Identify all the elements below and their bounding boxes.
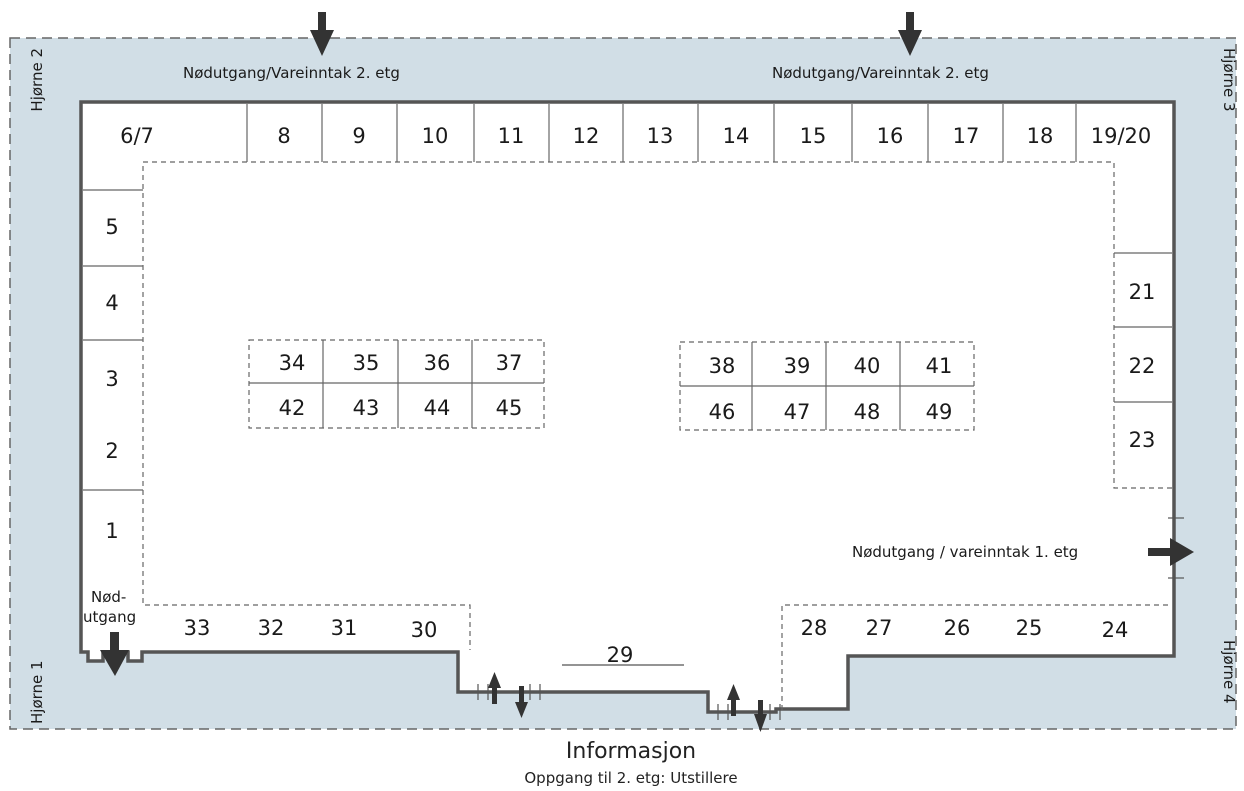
booth-9: 9 bbox=[352, 124, 365, 148]
booth-4: 4 bbox=[105, 291, 118, 315]
booth-1: 1 bbox=[105, 519, 118, 543]
booth-36: 36 bbox=[424, 351, 451, 375]
booth-10: 10 bbox=[422, 124, 449, 148]
bottom-doors bbox=[477, 684, 781, 720]
booth-28: 28 bbox=[801, 616, 828, 640]
booth-27: 27 bbox=[866, 616, 893, 640]
arrow-down-icon bbox=[898, 12, 922, 56]
booth-47: 47 bbox=[784, 400, 811, 424]
booth-35: 35 bbox=[353, 351, 380, 375]
hall-outline bbox=[79, 100, 1176, 714]
booth-6-7: 6/7 bbox=[120, 124, 154, 148]
top-booth-dividers bbox=[246, 104, 1077, 162]
booth-38: 38 bbox=[709, 354, 736, 378]
booth-34: 34 bbox=[279, 351, 306, 375]
booth-24: 24 bbox=[1102, 618, 1129, 642]
left-booth-dividers bbox=[83, 189, 143, 491]
arrows bbox=[100, 12, 1194, 732]
booth-26: 26 bbox=[944, 616, 971, 640]
booth-37: 37 bbox=[496, 351, 523, 375]
booth-31: 31 bbox=[331, 616, 358, 640]
booth-33: 33 bbox=[184, 616, 211, 640]
booth-40: 40 bbox=[854, 354, 881, 378]
arrow-down-icon bbox=[310, 12, 334, 56]
exit-label-bottom-left-1: Nød- bbox=[91, 588, 126, 606]
site-boundary bbox=[9, 37, 1237, 730]
corner-label-2: Hjørne 2 bbox=[28, 48, 46, 112]
booth-39: 39 bbox=[784, 354, 811, 378]
booth-19-20: 19/20 bbox=[1091, 124, 1152, 148]
booth-13: 13 bbox=[647, 124, 674, 148]
booth-45: 45 bbox=[496, 396, 523, 420]
booth-30: 30 bbox=[411, 618, 438, 642]
stairs-label: Oppgang til 2. etg: Utstillere bbox=[524, 769, 737, 787]
booth-32: 32 bbox=[258, 616, 285, 640]
arrow-up-icon bbox=[488, 672, 501, 704]
booth-21: 21 bbox=[1129, 280, 1156, 304]
exit-label-top-right: Nødutgang/Vareinntak 2. etg bbox=[772, 64, 989, 82]
booth-12: 12 bbox=[573, 124, 600, 148]
exit-label-top-left: Nødutgang/Vareinntak 2. etg bbox=[183, 64, 400, 82]
booth-14: 14 bbox=[723, 124, 750, 148]
island-right bbox=[679, 341, 975, 431]
arrow-down-icon bbox=[754, 700, 767, 732]
booth-5: 5 bbox=[105, 215, 118, 239]
booth-41: 41 bbox=[926, 354, 953, 378]
exit-label-right: Nødutgang / vareinntak 1. etg bbox=[852, 543, 1078, 561]
information-label: Informasjon bbox=[566, 739, 696, 764]
right-door bbox=[1168, 517, 1184, 579]
booth-46: 46 bbox=[709, 400, 736, 424]
booth-22: 22 bbox=[1129, 354, 1156, 378]
booth-49: 49 bbox=[926, 400, 953, 424]
arrow-up-icon bbox=[727, 684, 740, 716]
island-left bbox=[248, 339, 545, 429]
booth-8: 8 bbox=[277, 124, 290, 148]
corner-label-4: Hjørne 4 bbox=[1220, 640, 1238, 704]
booth-11: 11 bbox=[498, 124, 525, 148]
exit-label-bottom-left-2: utgang bbox=[83, 608, 136, 626]
booth-2: 2 bbox=[105, 439, 118, 463]
corner-label-1: Hjørne 1 bbox=[28, 660, 46, 724]
booth-23: 23 bbox=[1129, 428, 1156, 452]
booth-18: 18 bbox=[1027, 124, 1054, 148]
booth-44: 44 bbox=[424, 396, 451, 420]
arrow-right-icon bbox=[1148, 538, 1194, 566]
booth-42: 42 bbox=[279, 396, 306, 420]
booth-25: 25 bbox=[1016, 616, 1043, 640]
booth-labels: 6/7 8 9 10 11 12 13 14 15 16 17 18 19/20… bbox=[105, 124, 1155, 667]
corner-label-3: Hjørne 3 bbox=[1220, 48, 1238, 112]
booth-depth-lines bbox=[142, 161, 1172, 710]
booth-48: 48 bbox=[854, 400, 881, 424]
booth-16: 16 bbox=[877, 124, 904, 148]
arrow-down-icon bbox=[515, 686, 528, 718]
booth-17: 17 bbox=[953, 124, 980, 148]
booth-15: 15 bbox=[800, 124, 827, 148]
booth-43: 43 bbox=[353, 396, 380, 420]
arrow-down-icon bbox=[100, 632, 129, 676]
booth-3: 3 bbox=[105, 367, 118, 391]
booth-29: 29 bbox=[607, 643, 634, 667]
right-booth-dividers bbox=[1114, 252, 1172, 403]
